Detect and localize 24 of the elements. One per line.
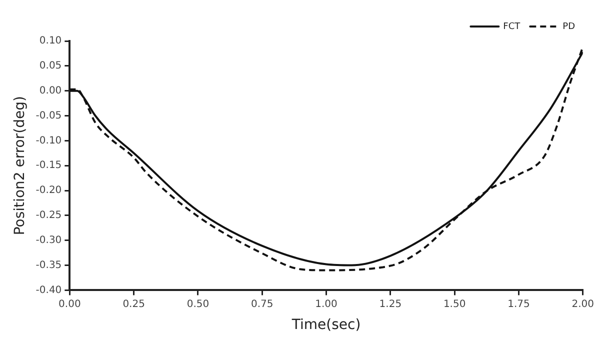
x-tick-label: 0.25: [122, 298, 145, 310]
y-tick-label: -0.30: [36, 234, 62, 246]
y-tick-label: 0.00: [39, 85, 62, 96]
x-tick-label: 0.75: [250, 298, 274, 310]
x-tick-label: 1.50: [443, 298, 466, 310]
x-tick-label: 0.50: [186, 298, 210, 310]
y-tick-label: -0.05: [36, 110, 62, 122]
y-axis-title: Position2 error(deg): [12, 96, 28, 236]
y-tick-label: -0.35: [36, 260, 62, 271]
y-tick-label: -0.40: [36, 284, 62, 296]
y-tick-label: -0.20: [36, 185, 62, 196]
y-tick-label: -0.10: [36, 135, 62, 146]
x-tick-label: 1.25: [379, 298, 402, 310]
x-tick-label: 1.75: [508, 298, 530, 310]
y-tick-label: -0.25: [36, 210, 62, 222]
y-tick-label: -0.15: [36, 160, 62, 172]
x-axis-title: Time(sec): [290, 317, 361, 334]
y-tick-label: 0.10: [39, 36, 62, 47]
legend-label: PD: [562, 22, 576, 32]
x-tick-label: 1.00: [315, 298, 338, 310]
x-tick-label: 0.00: [58, 298, 81, 310]
x-tick-label: 2.00: [572, 298, 594, 310]
y-tick-label: 0.05: [39, 60, 62, 72]
legend-label: FCT: [503, 22, 521, 32]
